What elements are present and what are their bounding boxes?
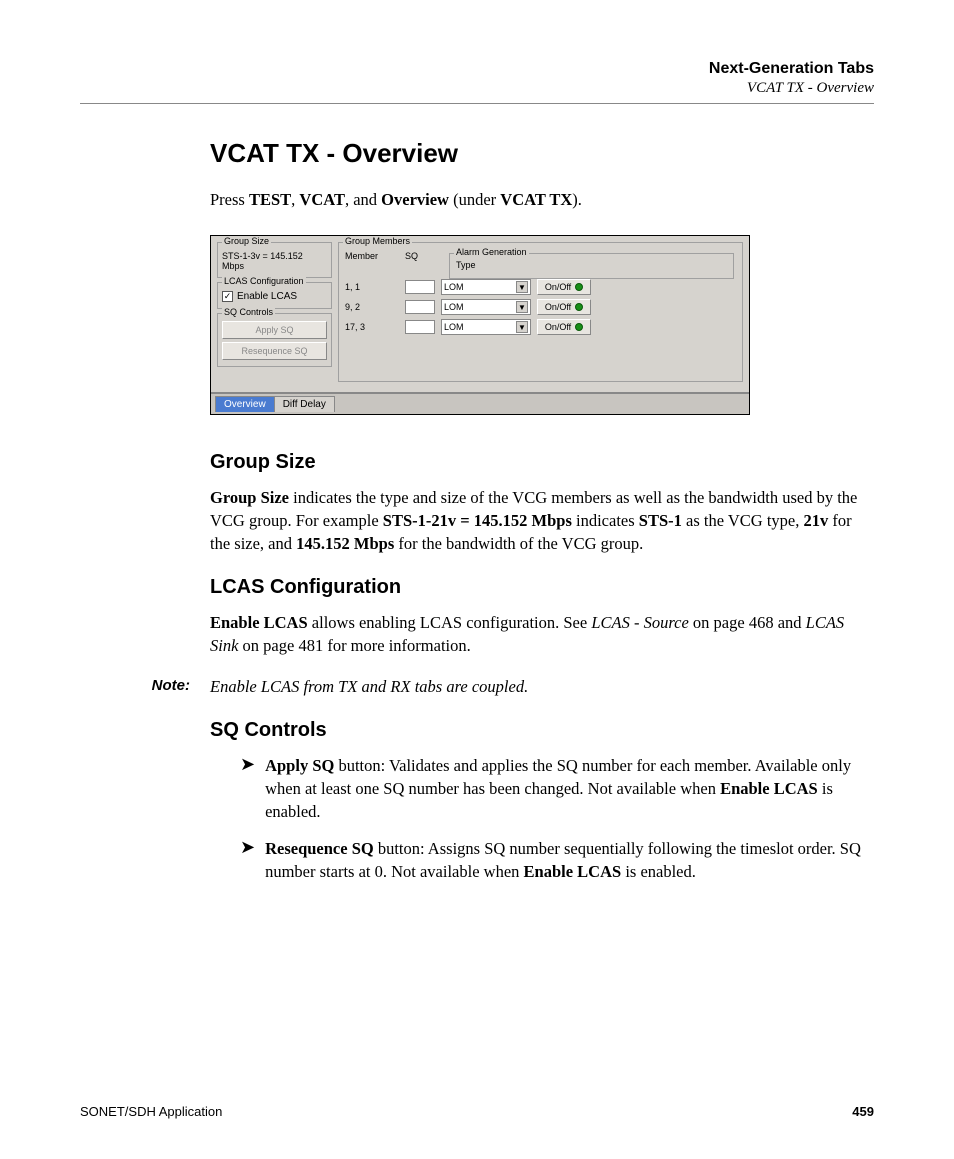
- col-type: Type: [456, 260, 727, 270]
- lc-i1: LCAS - Source: [591, 613, 688, 632]
- lc-t1: allows enabling LCAS configuration. See: [308, 613, 592, 632]
- member-row: 1, 1 LOM ▼ On/Off: [345, 279, 736, 295]
- intro-sep2: , and: [345, 190, 381, 209]
- lc-t3: on page 481 for more information.: [238, 636, 470, 655]
- sq1-b1: Resequence SQ: [265, 839, 374, 858]
- bullet-item: ➤ Apply SQ button: Validates and applies…: [240, 754, 874, 823]
- tabs-bar: Overview Diff Delay: [211, 392, 749, 414]
- intro-post2: ).: [572, 190, 582, 209]
- chevron-down-icon: ▼: [516, 301, 528, 313]
- intro-vcattx: VCAT TX: [500, 190, 572, 209]
- type-dropdown[interactable]: LOM ▼: [441, 299, 531, 315]
- intro-post1: (under: [449, 190, 500, 209]
- sq-fieldset: SQ Controls Apply SQ Resequence SQ: [217, 313, 332, 367]
- ui-screenshot: Group Size STS-1-3v = 145.152 Mbps LCAS …: [210, 235, 750, 415]
- header-section: VCAT TX - Overview: [80, 80, 874, 97]
- sq1-b2: Enable LCAS: [524, 862, 622, 881]
- note-label: Note:: [80, 677, 200, 697]
- gs-t5: for the bandwidth of the VCG group.: [394, 534, 643, 553]
- bullet-arrow-icon: ➤: [240, 754, 255, 823]
- alarm-fieldset: Alarm Generation Type: [449, 253, 734, 279]
- page-footer: SONET/SDH Application 459: [80, 1104, 874, 1119]
- groupsize-value: STS-1-3v = 145.152 Mbps: [222, 251, 327, 271]
- onoff-label: On/Off: [545, 282, 571, 292]
- sq-heading: SQ Controls: [210, 719, 874, 742]
- header-rule: [80, 103, 874, 104]
- col-sq: SQ: [405, 251, 445, 261]
- status-led-icon: [575, 323, 583, 331]
- onoff-label: On/Off: [545, 322, 571, 332]
- onoff-button[interactable]: On/Off: [537, 319, 591, 335]
- header-chapter: Next-Generation Tabs: [80, 60, 874, 78]
- bullet-arrow-icon: ➤: [240, 837, 255, 883]
- status-led-icon: [575, 303, 583, 311]
- chevron-down-icon: ▼: [516, 281, 528, 293]
- resequence-sq-button[interactable]: Resequence SQ: [222, 342, 327, 360]
- type-value: LOM: [444, 322, 464, 332]
- type-dropdown[interactable]: LOM ▼: [441, 279, 531, 295]
- onoff-button[interactable]: On/Off: [537, 279, 591, 295]
- type-value: LOM: [444, 302, 464, 312]
- groupsize-fieldset: Group Size STS-1-3v = 145.152 Mbps: [217, 242, 332, 278]
- gs-b5: 145.152 Mbps: [296, 534, 394, 553]
- onoff-button[interactable]: On/Off: [537, 299, 591, 315]
- footer-page: 459: [852, 1104, 874, 1119]
- bullet-item: ➤ Resequence SQ button: Assigns SQ numbe…: [240, 837, 874, 883]
- groupsize-legend: Group Size: [222, 236, 271, 246]
- sq-legend: SQ Controls: [222, 307, 275, 317]
- enable-lcas-checkbox[interactable]: ✓: [222, 291, 233, 302]
- lcas-heading: LCAS Configuration: [210, 576, 874, 599]
- sq1-t2: is enabled.: [621, 862, 696, 881]
- lcas-paragraph: Enable LCAS allows enabling LCAS configu…: [210, 611, 874, 657]
- sq-input[interactable]: [405, 300, 435, 314]
- intro-overview: Overview: [381, 190, 449, 209]
- footer-app: SONET/SDH Application: [80, 1104, 222, 1119]
- lc-b1: Enable LCAS: [210, 613, 308, 632]
- intro-paragraph: Press TEST, VCAT, and Overview (under VC…: [210, 189, 874, 211]
- group-size-paragraph: Group Size indicates the type and size o…: [210, 486, 874, 555]
- members-fieldset: Group Members Member SQ Alarm Generation…: [338, 242, 743, 382]
- lc-t2: on page 468 and: [689, 613, 806, 632]
- lcas-fieldset: LCAS Configuration ✓ Enable LCAS: [217, 282, 332, 309]
- lcas-legend: LCAS Configuration: [222, 276, 306, 286]
- sq-input[interactable]: [405, 320, 435, 334]
- gs-t3: as the VCG type,: [682, 511, 804, 530]
- sq-input[interactable]: [405, 280, 435, 294]
- note-row: Note: Enable LCAS from TX and RX tabs ar…: [210, 677, 874, 697]
- member-cell: 9, 2: [345, 302, 399, 312]
- intro-text: Press: [210, 190, 249, 209]
- enable-lcas-label: Enable LCAS: [237, 291, 297, 302]
- group-size-heading: Group Size: [210, 451, 874, 474]
- intro-test: TEST: [249, 190, 291, 209]
- tab-overview[interactable]: Overview: [215, 396, 275, 412]
- status-led-icon: [575, 283, 583, 291]
- member-cell: 17, 3: [345, 322, 399, 332]
- note-text: Enable LCAS from TX and RX tabs are coup…: [210, 677, 528, 697]
- gs-b2: STS-1-21v = 145.152 Mbps: [383, 511, 572, 530]
- apply-sq-button[interactable]: Apply SQ: [222, 321, 327, 339]
- members-legend: Group Members: [343, 236, 412, 246]
- gs-t2: indicates: [572, 511, 639, 530]
- sq0-b1: Apply SQ: [265, 756, 334, 775]
- alarm-legend: Alarm Generation: [454, 247, 529, 257]
- main-title: VCAT TX - Overview: [210, 138, 874, 169]
- gs-b4: 21v: [804, 511, 829, 530]
- onoff-label: On/Off: [545, 302, 571, 312]
- member-cell: 1, 1: [345, 282, 399, 292]
- gs-b3: STS-1: [639, 511, 682, 530]
- intro-vcat: VCAT: [299, 190, 345, 209]
- type-value: LOM: [444, 282, 464, 292]
- type-dropdown[interactable]: LOM ▼: [441, 319, 531, 335]
- member-row: 9, 2 LOM ▼ On/Off: [345, 299, 736, 315]
- chevron-down-icon: ▼: [516, 321, 528, 333]
- tab-diff-delay[interactable]: Diff Delay: [274, 396, 335, 412]
- member-row: 17, 3 LOM ▼ On/Off: [345, 319, 736, 335]
- gs-b1: Group Size: [210, 488, 289, 507]
- col-member: Member: [345, 251, 405, 261]
- sq0-b2: Enable LCAS: [720, 779, 818, 798]
